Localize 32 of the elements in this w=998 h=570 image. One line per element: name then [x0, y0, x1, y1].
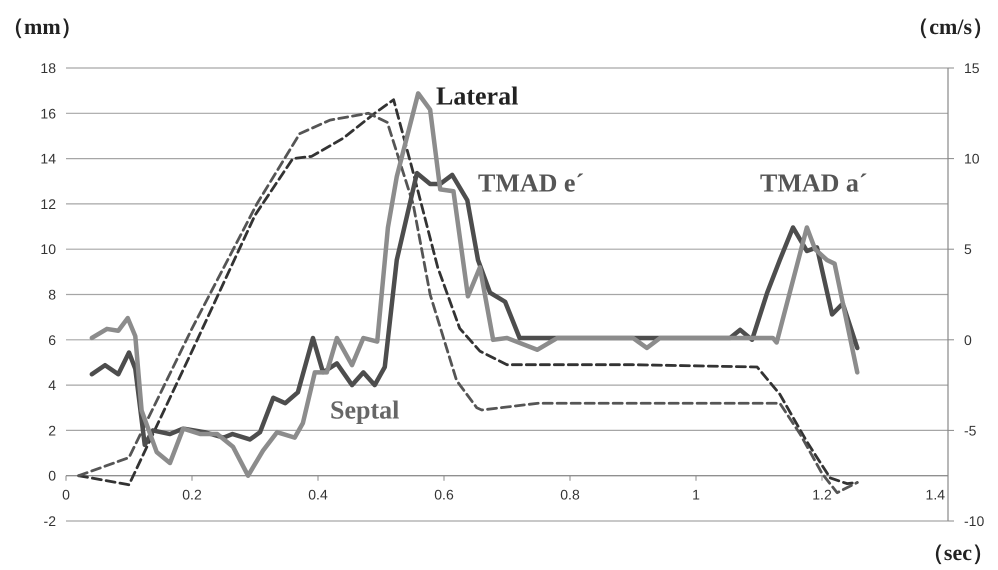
x-tick-label: 1.4: [926, 486, 946, 503]
y-tick-label: 12: [40, 196, 56, 212]
x-tick-label: 0: [62, 486, 70, 503]
y2-tick-label: -10: [964, 513, 984, 529]
annotation: TMAD a´: [760, 168, 868, 198]
y2-tick-label: 10: [964, 150, 980, 167]
y-tick-label: 4: [48, 377, 56, 394]
x-tick-label: 1: [692, 486, 700, 503]
y2-tick-label: 5: [964, 241, 972, 258]
y-tick-label: -2: [44, 513, 56, 529]
x-tick-label: 0.6: [434, 486, 454, 503]
y2-axis-title: （cm/s）: [907, 14, 994, 39]
y-tick-label: 0: [48, 468, 56, 484]
y-tick-label: 14: [40, 150, 56, 167]
y2-tick-label: 0: [964, 332, 972, 348]
y-tick-label: 18: [40, 60, 56, 76]
y2-tick-label: 15: [964, 60, 980, 76]
y-axis-title: （mm）: [2, 14, 83, 39]
x-tick-label: 1.2: [812, 486, 832, 503]
annotation: Lateral: [436, 82, 518, 110]
annotation: Septal: [330, 396, 400, 424]
annotation: TMAD e´: [478, 168, 584, 198]
y-tick-label: 16: [40, 105, 56, 122]
y2-tick-label: -5: [964, 422, 977, 438]
x-axis-title: （sec）: [922, 540, 994, 565]
y-tick-label: 8: [48, 286, 56, 302]
x-tick-label: 0.8: [560, 486, 580, 503]
y-tick-label: 10: [40, 241, 56, 258]
y-tick-label: 2: [48, 422, 56, 438]
x-tick-label: 0.4: [308, 486, 328, 503]
y-tick-label: 6: [48, 332, 56, 348]
x-tick-label: 0.2: [182, 486, 202, 503]
